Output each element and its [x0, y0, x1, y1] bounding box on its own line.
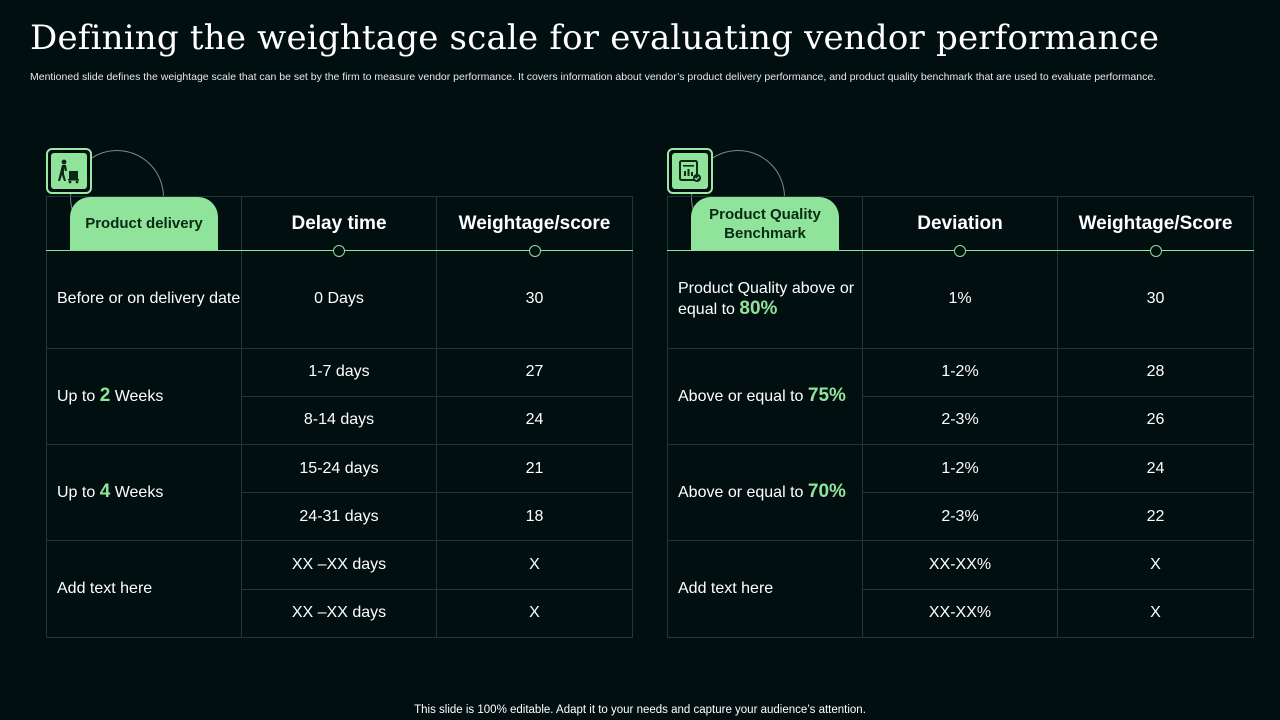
table-cell: 30 [436, 250, 633, 349]
table-cell: 2-3% [862, 395, 1058, 446]
table-cell: XX –XX days [241, 540, 437, 590]
table-cell: X [436, 588, 633, 639]
table-cell: XX-XX% [862, 540, 1058, 590]
table-cell: 1% [862, 250, 1058, 349]
quality-table: Product Quality Benchmark Deviation Weig… [667, 195, 1254, 639]
table-cell: 1-2% [862, 347, 1058, 397]
row-label: Above or equal to 75% [667, 347, 863, 446]
table-row: Product Quality above or equal to 80% 1%… [667, 250, 1254, 349]
table-row: 2-3% 26 [668, 395, 1254, 446]
table-cell: 28 [1057, 347, 1254, 397]
table-cell: 24 [1057, 444, 1254, 494]
row-label: Up to 2 Weeks [46, 347, 242, 446]
header-cell-delay-time: Delay time [241, 195, 437, 258]
header-dot [1149, 245, 1162, 258]
table-cell: X [1057, 588, 1254, 639]
row-label: Before or on delivery date [46, 250, 242, 349]
table-cell: 8-14 days [241, 395, 437, 446]
table-cell: X [436, 540, 633, 590]
table-row: 24-31 days 18 [47, 492, 633, 542]
row-label: Up to 4 Weeks [46, 444, 242, 542]
table-cell: 24 [436, 395, 633, 446]
table-row: Up to 2 Weeks 1-7 days 27 [46, 347, 633, 446]
table-cell: 15-24 days [241, 444, 437, 494]
table-cell: 1-2% [862, 444, 1058, 494]
header-dot [954, 245, 966, 258]
row-label: Above or equal to 70% [667, 444, 863, 542]
table-cell: 2-3% [862, 492, 1058, 542]
table-header-row: Product delivery Delay time Weightage/sc… [46, 195, 633, 258]
row-label: Product Quality above or equal to 80% [667, 250, 863, 349]
category-pill: Product Quality Benchmark [691, 197, 839, 250]
quality-panel: Product Quality Benchmark Deviation Weig… [667, 140, 1254, 640]
table-cell: 18 [436, 492, 633, 542]
header-dot [333, 245, 345, 258]
quality-icon-box [667, 148, 713, 194]
delivery-table: Product delivery Delay time Weightage/sc… [46, 195, 633, 639]
delivery-worker-icon [58, 159, 79, 184]
delivery-panel: Product delivery Delay time Weightage/sc… [46, 140, 633, 640]
table-row: XX –XX days X [47, 588, 633, 639]
page-subtitle: Mentioned slide defines the weightage sc… [30, 71, 1157, 83]
table-row: Up to 4 Weeks 15-24 days 21 [46, 444, 633, 542]
table-cell: 1-7 days [241, 347, 437, 397]
table-cell: 30 [1057, 250, 1254, 349]
header-cell-category: Product delivery [46, 195, 242, 252]
table-cell: 27 [436, 347, 633, 397]
table-row: 2-3% 22 [668, 492, 1254, 542]
table-header-row: Product Quality Benchmark Deviation Weig… [667, 195, 1254, 258]
header-cell-category: Product Quality Benchmark [667, 195, 863, 252]
table-cell: XX –XX days [241, 588, 437, 639]
table-row: Above or equal to 75% 1-2% 28 [667, 347, 1254, 446]
table-cell: XX-XX% [862, 588, 1058, 639]
header-cell-deviation: Deviation [862, 195, 1058, 258]
page-title: Defining the weightage scale for evaluat… [30, 18, 1160, 58]
header-cell-weightage: Weightage/score [436, 195, 633, 258]
table-row: Add text here XX-XX% X [667, 540, 1254, 638]
footer-note: This slide is 100% editable. Adapt it to… [414, 704, 866, 716]
table-cell: 22 [1057, 492, 1254, 542]
table-row: Above or equal to 70% 1-2% 24 [667, 444, 1254, 542]
table-cell: 24-31 days [241, 492, 437, 542]
table-cell: 0 Days [241, 250, 437, 349]
table-cell: 21 [436, 444, 633, 494]
row-label: Add text here [667, 540, 863, 638]
table-row: Before or on delivery date 0 Days 30 [46, 250, 633, 349]
table-cell: X [1057, 540, 1254, 590]
delivery-icon-box [46, 148, 92, 194]
table-row: Add text here XX –XX days X [46, 540, 633, 638]
header-cell-weightage: Weightage/Score [1057, 195, 1254, 258]
table-row: XX-XX% X [668, 588, 1254, 639]
quality-report-icon [679, 160, 701, 182]
category-pill: Product delivery [70, 197, 218, 250]
row-label: Add text here [46, 540, 242, 638]
header-dot [528, 245, 541, 258]
table-cell: 26 [1057, 395, 1254, 446]
